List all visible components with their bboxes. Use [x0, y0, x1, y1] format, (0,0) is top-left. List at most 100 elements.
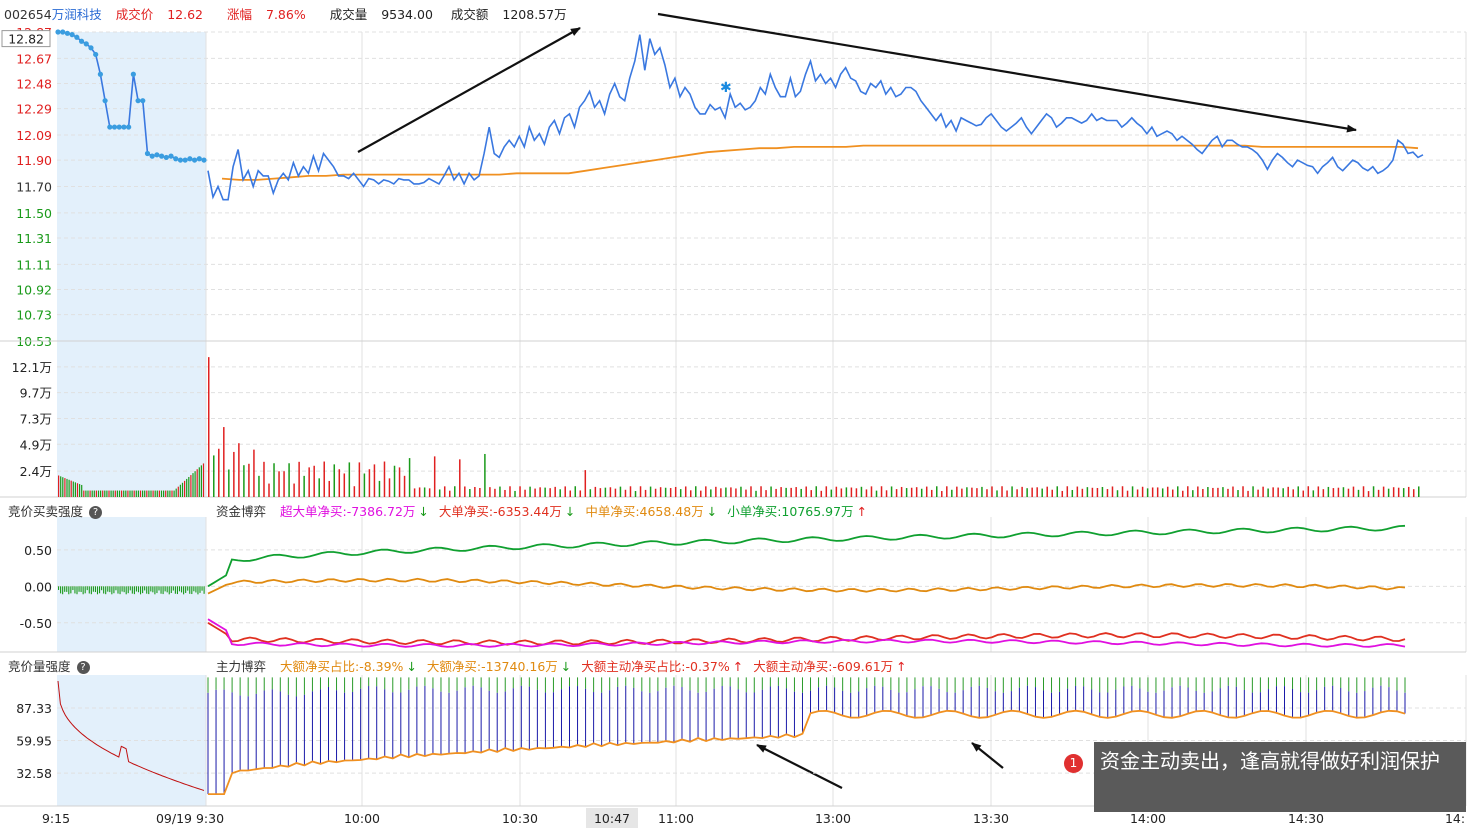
- volume-bar: [930, 489, 933, 497]
- auction-volume-bar: [163, 490, 165, 497]
- volume-group: 成交量 9534.00: [330, 7, 443, 22]
- stock-name[interactable]: 万润科技: [51, 7, 102, 22]
- price-tick-label: 11.90: [16, 153, 52, 168]
- volume-bar: [403, 475, 406, 497]
- volume-bar: [1347, 488, 1350, 497]
- price-tick-label: 10.92: [16, 283, 52, 298]
- auction-strength-bar: [140, 586, 142, 595]
- auction-point: [126, 124, 132, 130]
- legend-item: 超大单净买:-7386.72万: [280, 504, 416, 519]
- volume-bar: [1407, 486, 1410, 497]
- auction-strength-bar: [111, 586, 113, 595]
- auction-strength-bar: [148, 586, 150, 595]
- volume-bar: [328, 480, 330, 497]
- volume-bar: [1397, 487, 1400, 497]
- volume-bar: [599, 488, 602, 497]
- volume-bar: [961, 488, 963, 497]
- volume-bar: [228, 469, 230, 497]
- capital-title: 资金博弈: [216, 504, 267, 519]
- main-title: 主力博弈: [216, 659, 267, 674]
- auction-volume-bar: [196, 469, 198, 497]
- auction-point: [78, 38, 85, 44]
- volume-bar: [639, 486, 642, 497]
- main-tick-label: 87.33: [16, 701, 52, 716]
- auction-strength-bar: [144, 586, 146, 591]
- auction-point: [55, 29, 61, 35]
- volume-bar: [343, 473, 346, 497]
- auction-strength-bar: [201, 586, 203, 591]
- volume-bar: [1302, 490, 1305, 497]
- volume-bar: [243, 465, 245, 497]
- auction-strength-bar: [137, 586, 140, 593]
- auction-volume-bar: [127, 490, 129, 497]
- auction-strength-bar: [164, 586, 166, 592]
- auction-volume-bar: [123, 490, 125, 497]
- auction-volume-bar: [181, 482, 184, 497]
- volume-bar: [1051, 489, 1053, 497]
- arrow-down-icon: ↓: [564, 504, 576, 519]
- volume-value: 9534.00: [381, 7, 433, 22]
- auction-volume-bar: [144, 490, 146, 497]
- small-order-line: [207, 524, 1406, 588]
- auction-strength-bar: [72, 586, 74, 591]
- volume-bar: [1006, 490, 1008, 497]
- help-icon[interactable]: ?: [89, 506, 103, 519]
- auction-volume-bar: [152, 490, 154, 497]
- volume-bar: [996, 490, 998, 497]
- volume-bar: [1272, 487, 1274, 497]
- volume-bar: [1387, 488, 1390, 497]
- auction-point: [163, 154, 169, 161]
- volume-bar: [775, 488, 777, 497]
- volume-bar: [589, 489, 592, 497]
- change-value: 7.86%: [266, 7, 306, 22]
- auction-point: [173, 156, 179, 162]
- volume-bar: [1277, 487, 1279, 497]
- price-tick-label: 11.50: [16, 206, 52, 221]
- help-icon[interactable]: ?: [76, 661, 90, 674]
- volume-bar: [785, 487, 787, 497]
- price-tick-label: 12.09: [16, 128, 52, 143]
- volume-bar: [1382, 486, 1385, 497]
- auction-strength-bar: [88, 586, 90, 594]
- auction-volume-bar: [146, 490, 148, 497]
- volume-bar: [800, 488, 802, 497]
- super-large-order-line: [207, 618, 1406, 648]
- auction-volume-bar: [70, 480, 72, 497]
- volume-bar: [1222, 487, 1224, 497]
- auction-point: [187, 156, 193, 162]
- volume-tick-label: 2.4万: [20, 464, 52, 479]
- volume-bar: [654, 488, 657, 497]
- volume-bar: [233, 451, 235, 497]
- volume-bar: [951, 489, 953, 497]
- auction-volume-bar: [160, 490, 163, 497]
- volume-bar: [529, 486, 531, 497]
- volume-bar: [885, 490, 888, 497]
- volume-bar: [915, 487, 918, 497]
- auction-strength-bar: [156, 586, 158, 594]
- auction-strength-bar: [152, 586, 154, 593]
- volume-bar: [448, 490, 451, 497]
- auction-strength-bar: [166, 586, 168, 593]
- volume-bar: [539, 487, 541, 497]
- auction-point: [168, 153, 174, 159]
- volume-bar: [293, 483, 295, 497]
- volume-bar: [750, 486, 752, 497]
- auction-volume-bar: [179, 484, 181, 497]
- volume-bar: [1187, 486, 1189, 497]
- volume-bar: [720, 488, 722, 497]
- volume-bar: [1071, 489, 1074, 497]
- auction-volume-bar: [102, 490, 104, 497]
- volume-bar: [1252, 486, 1254, 497]
- volume-bar: [1156, 487, 1159, 497]
- volume-bar: [1242, 486, 1244, 497]
- tooltip-badge: 1: [1064, 754, 1083, 773]
- volume-bar: [443, 486, 446, 497]
- volume-bar: [1121, 486, 1124, 497]
- volume-bar: [1357, 489, 1360, 497]
- auction-strength-bar: [191, 586, 193, 595]
- volume-bar: [1312, 490, 1315, 497]
- auction-volume-bar: [60, 476, 62, 497]
- volume-bar: [504, 489, 506, 497]
- auction-point: [93, 51, 99, 58]
